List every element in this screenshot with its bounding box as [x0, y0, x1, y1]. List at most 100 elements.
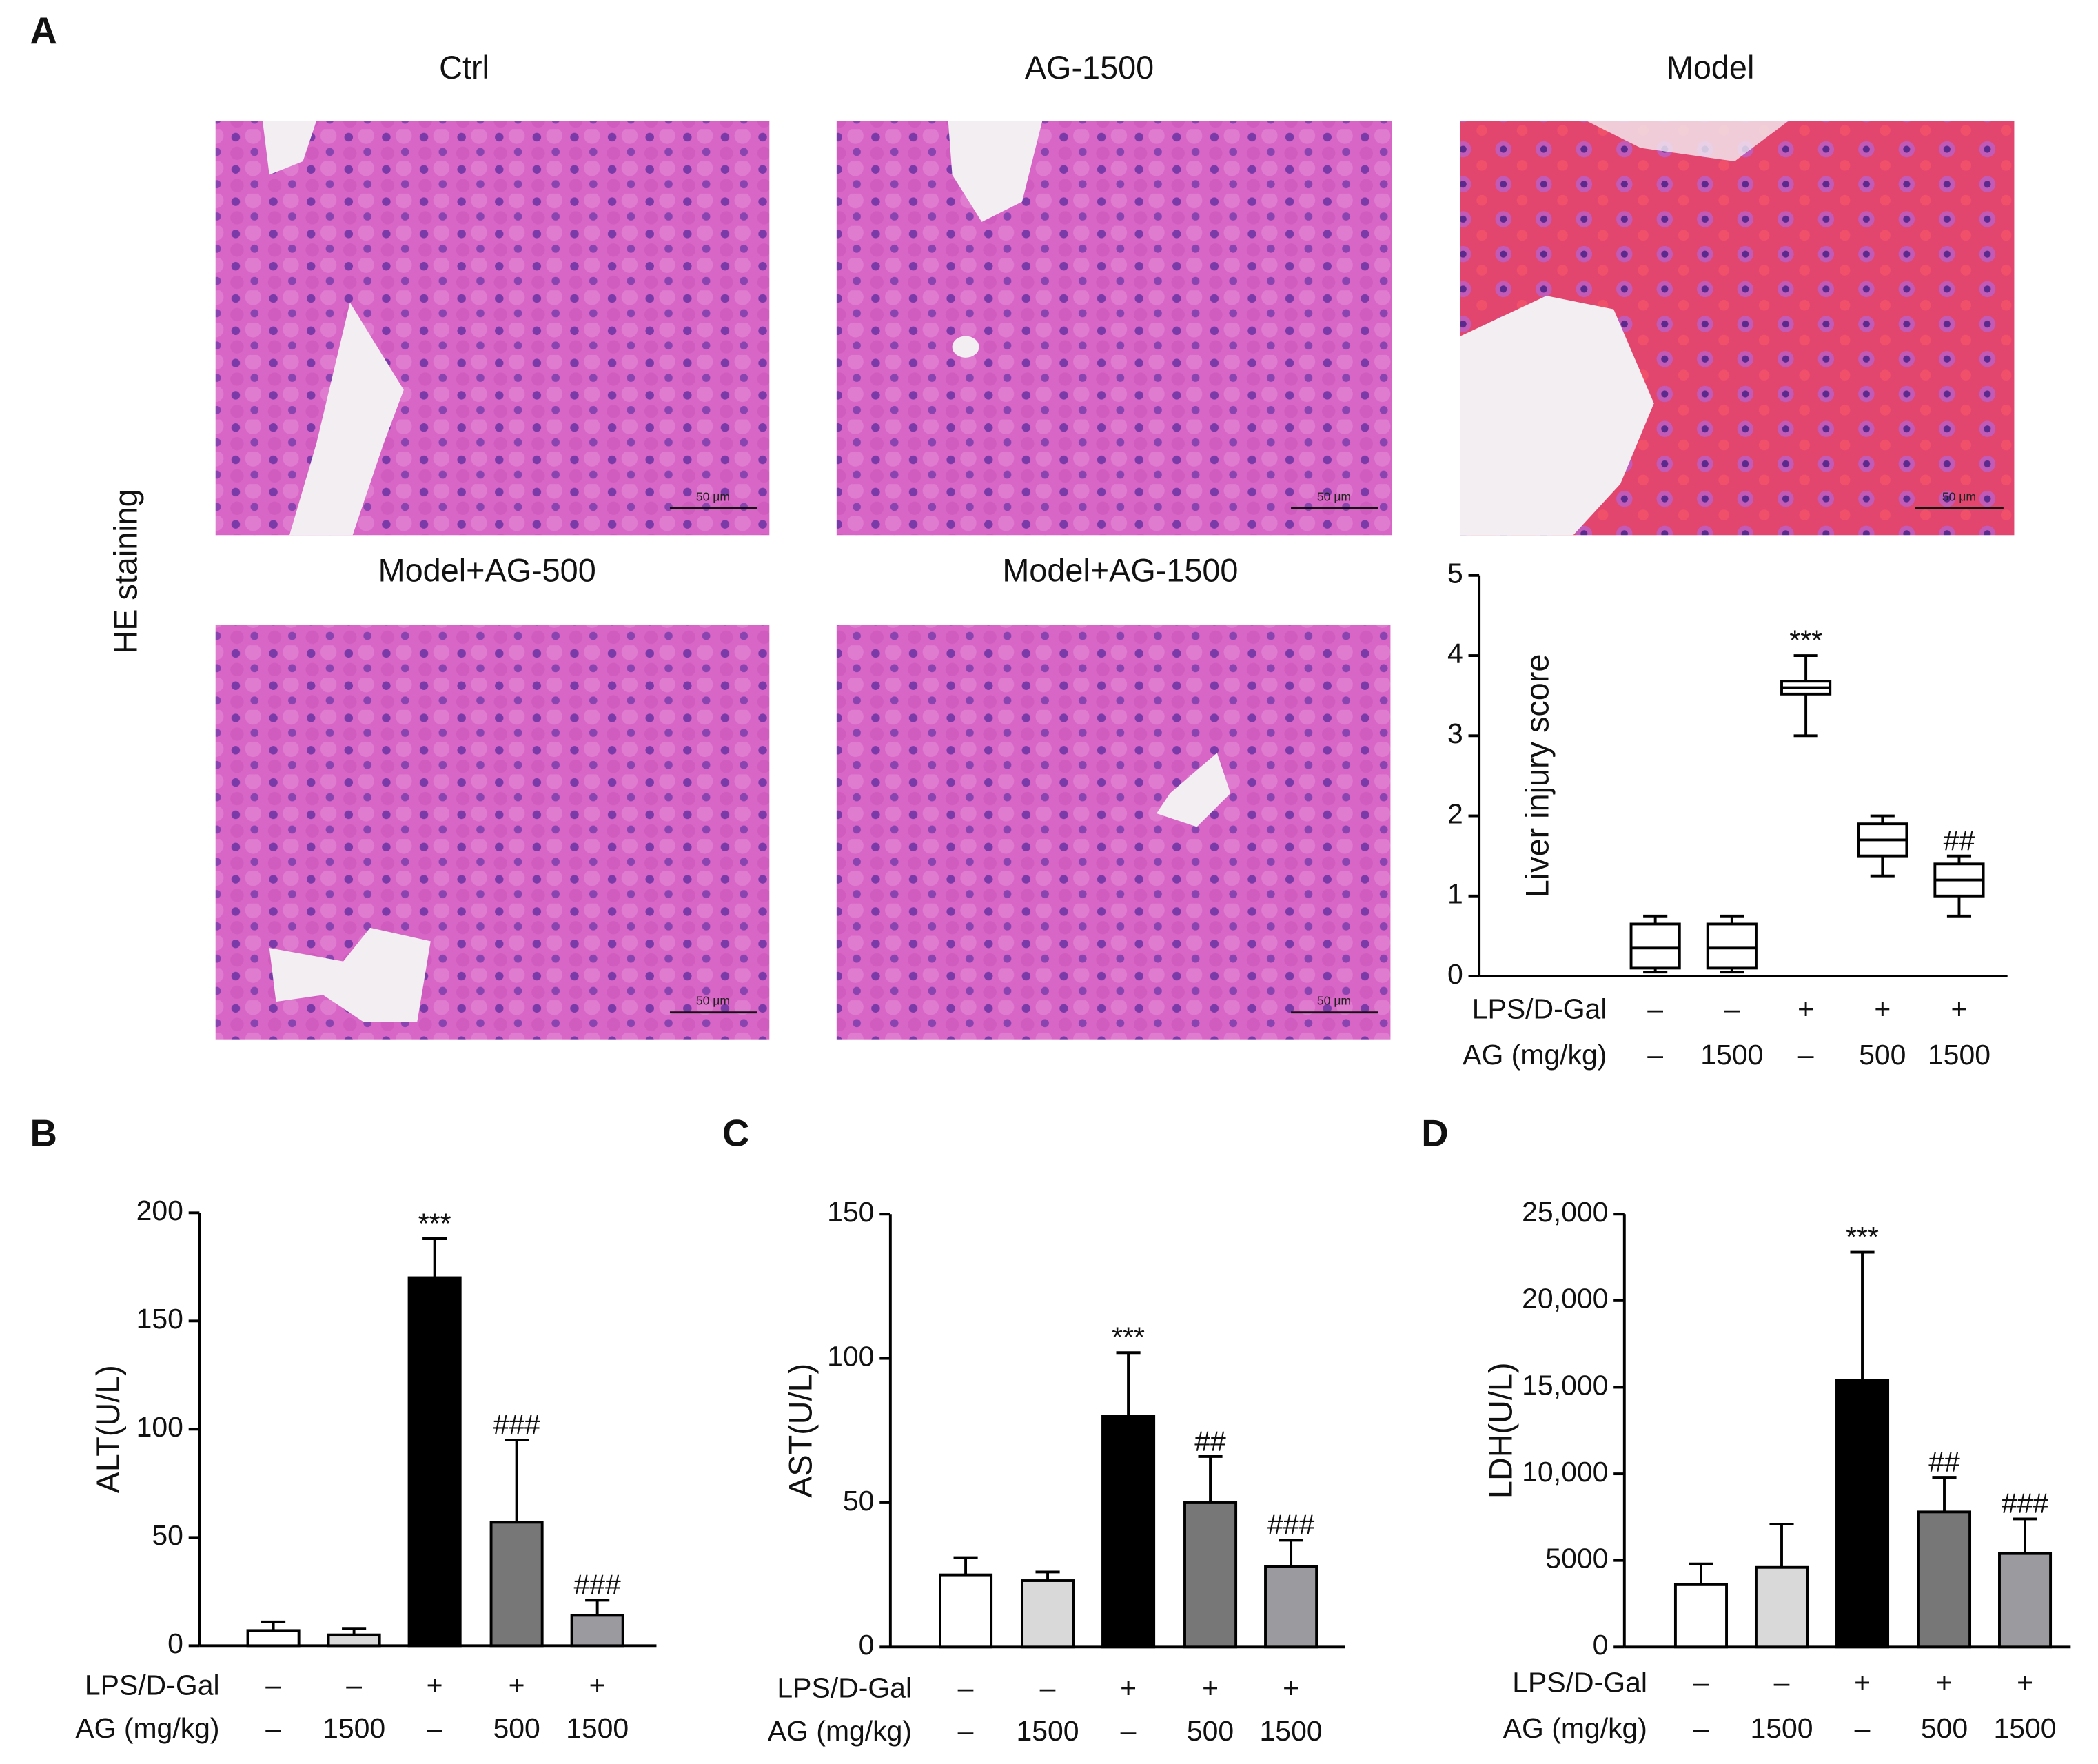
row-value: 1500 — [566, 1712, 629, 1744]
y-tick-label: 20,000 — [1522, 1283, 1608, 1315]
row-value: – — [1693, 1667, 1709, 1699]
significance-label: *** — [1846, 1221, 1879, 1253]
y-tick-label: 25,000 — [1522, 1196, 1608, 1228]
bar — [1101, 1415, 1156, 1649]
y-tick-label: 2 — [1447, 798, 1463, 829]
y-tick-label: 150 — [136, 1303, 183, 1335]
row-value: – — [1693, 1712, 1709, 1744]
histology-image: 50 μm — [836, 121, 1392, 536]
row-label: AG (mg/kg) — [768, 1715, 912, 1747]
row-value: + — [1797, 993, 1814, 1025]
row-label: LPS/D-Gal — [777, 1672, 912, 1704]
row-value: – — [1121, 1715, 1137, 1747]
histology-image: 50 μm — [215, 121, 770, 536]
bar — [1754, 1565, 1809, 1649]
bar — [570, 1614, 624, 1648]
row-value: – — [265, 1670, 281, 1701]
row-value: + — [1120, 1672, 1137, 1704]
row-value: – — [1647, 1039, 1663, 1071]
y-tick-label: 3 — [1447, 718, 1463, 749]
significance-label: ### — [1267, 1509, 1315, 1541]
row-value: + — [1951, 993, 1967, 1025]
y-tick-label: 1 — [1447, 878, 1463, 910]
row-label: LPS/D-Gal — [85, 1670, 220, 1701]
significance-label: *** — [418, 1207, 451, 1239]
y-tick-label: 4 — [1447, 638, 1463, 669]
row-value: – — [1040, 1672, 1056, 1704]
row-value: 1500 — [1928, 1039, 1990, 1071]
y-tick-label: 100 — [827, 1340, 874, 1372]
y-tick-label: 0 — [167, 1628, 183, 1659]
row-value: + — [427, 1670, 443, 1701]
row-value: + — [1202, 1672, 1219, 1704]
row-value: 1500 — [1750, 1712, 1813, 1744]
row-value: – — [958, 1672, 974, 1704]
bar — [1835, 1379, 1890, 1649]
row-value: – — [1774, 1667, 1790, 1699]
side-label: HE staining — [108, 489, 143, 653]
significance-label: ## — [1944, 824, 1975, 856]
y-axis-title: AST(U/L) — [782, 1363, 818, 1498]
bar — [489, 1521, 544, 1648]
scale-bar-label: 50 μm — [696, 994, 730, 1008]
row-value: 500 — [1859, 1039, 1906, 1071]
bar — [1264, 1565, 1318, 1649]
y-tick-label: 100 — [136, 1411, 183, 1443]
row-label: AG (mg/kg) — [1503, 1712, 1647, 1744]
row-value: + — [2017, 1667, 2033, 1699]
box — [1629, 922, 1681, 970]
row-value: 1500 — [1260, 1715, 1323, 1747]
row-value: – — [958, 1715, 974, 1747]
bar — [1021, 1579, 1075, 1649]
significance-label: *** — [1789, 624, 1822, 656]
box — [1706, 922, 1758, 970]
row-value: – — [1855, 1712, 1871, 1744]
row-label: LPS/D-Gal — [1472, 993, 1607, 1025]
bar — [939, 1573, 993, 1649]
panel-label: D — [1421, 1113, 1448, 1155]
image-title: Model+AG-1500 — [1002, 552, 1238, 588]
row-label: LPS/D-Gal — [1512, 1667, 1647, 1699]
row-value: + — [1283, 1672, 1299, 1704]
row-value: 1500 — [1017, 1715, 1079, 1747]
y-tick-label: 50 — [843, 1485, 875, 1517]
bar — [327, 1633, 381, 1648]
image-title: AG-1500 — [1025, 50, 1154, 85]
bar — [407, 1276, 462, 1648]
row-value: 500 — [493, 1712, 540, 1744]
bar — [1673, 1583, 1728, 1649]
panel-label: A — [30, 10, 57, 52]
row-value: 1500 — [1700, 1039, 1763, 1071]
row-value: – — [1798, 1039, 1814, 1071]
bar — [246, 1629, 301, 1648]
row-value: – — [346, 1670, 362, 1701]
histology-image: 50 μm — [836, 625, 1391, 1040]
histology-image: 50 μm — [215, 625, 770, 1040]
row-label: AG (mg/kg) — [75, 1712, 219, 1744]
row-value: 500 — [1921, 1712, 1968, 1744]
bar — [1998, 1552, 2053, 1649]
y-tick-label: 0 — [1593, 1629, 1609, 1661]
significance-label: ## — [1194, 1425, 1226, 1457]
row-value: – — [1647, 993, 1663, 1025]
row-value: + — [509, 1670, 525, 1701]
row-value: – — [265, 1712, 281, 1744]
scale-bar-label: 50 μm — [1317, 994, 1351, 1008]
image-title: Ctrl — [439, 50, 489, 85]
image-title: Model — [1667, 50, 1754, 85]
row-value: + — [1854, 1667, 1871, 1699]
significance-label: ### — [573, 1569, 621, 1601]
row-value: 500 — [1187, 1715, 1234, 1747]
y-tick-label: 0 — [1447, 958, 1463, 990]
row-value: 1500 — [1993, 1712, 2056, 1744]
significance-label: *** — [1112, 1321, 1145, 1353]
row-value: – — [427, 1712, 442, 1744]
row-value: + — [1874, 993, 1891, 1025]
y-tick-label: 150 — [827, 1196, 874, 1228]
image-title: Model+AG-500 — [378, 552, 596, 588]
y-tick-label: 5 — [1447, 558, 1463, 589]
row-value: – — [1724, 993, 1740, 1025]
bar — [1183, 1501, 1238, 1649]
